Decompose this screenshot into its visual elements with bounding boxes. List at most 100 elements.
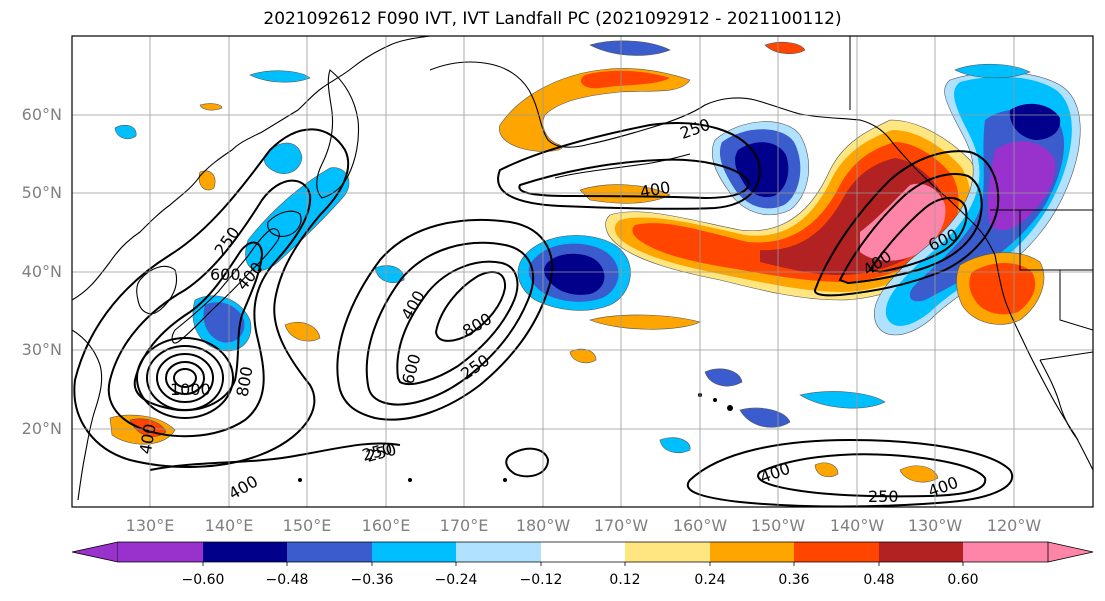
colorbar-tick-label: −0.48	[265, 572, 309, 588]
colorbar-tick-label: 0.48	[863, 572, 895, 588]
shade-alaska-positive	[499, 68, 691, 152]
lon-label-130w: 130°W	[907, 516, 963, 535]
coast-kamchatka	[316, 69, 360, 199]
colorbar-segment	[287, 542, 372, 562]
shade-small-20	[198, 170, 216, 191]
coast-asia-south	[72, 329, 103, 501]
shade-small-6	[284, 321, 321, 342]
contour-plume-600	[868, 197, 968, 274]
contour-south-250-small	[505, 447, 550, 478]
colorbar-segment	[794, 542, 879, 562]
lon-label-180w: 180°W	[515, 516, 571, 535]
colorbar-tick-label: 0.36	[778, 572, 810, 588]
lat-label-60n: 60°N	[21, 105, 62, 124]
colorbar-min-arrow	[71, 541, 119, 563]
island-hawaii-3	[727, 405, 733, 411]
colorbar-segment	[118, 542, 203, 562]
shade-small-12	[814, 462, 839, 477]
colorbar-segment	[625, 542, 710, 562]
contour-south-250	[686, 438, 1013, 507]
shade-bc-negative-navy	[1009, 103, 1061, 140]
contour-typhoon-1200	[156, 353, 214, 403]
lon-label-120w: 120°W	[986, 516, 1042, 535]
colorbar-segment	[963, 542, 1048, 562]
lon-label-140e: 140°E	[204, 516, 254, 535]
shade-small-17	[374, 265, 405, 283]
colorbar-tick-label: 0.12	[609, 572, 641, 588]
shade-small-1	[249, 70, 311, 83]
colorbar-segment	[372, 542, 456, 562]
contour-typhoon-250-outer	[73, 128, 350, 468]
shade-small-10	[704, 368, 743, 387]
contour-label: 250	[868, 487, 899, 506]
coast-hokkaido	[267, 210, 302, 237]
island-speck-3	[298, 478, 302, 482]
coast-baja	[1039, 359, 1079, 441]
contour-label: 600	[210, 265, 241, 284]
shade-small-3	[589, 40, 671, 56]
lon-label-140w: 140°W	[829, 516, 885, 535]
coastlines	[72, 36, 1093, 501]
lat-label-40n: 40°N	[21, 262, 62, 281]
lat-label-50n: 50°N	[21, 183, 62, 202]
figure-title: 2021092612 F090 IVT, IVT Landfall PC (20…	[263, 9, 842, 29]
shade-kamchatka-negative	[263, 142, 303, 174]
lon-label-150e: 150°E	[282, 516, 332, 535]
shade-plume-pink	[860, 183, 946, 261]
border-us-mexico	[1039, 351, 1093, 361]
shade-small-13	[899, 465, 939, 483]
colorbar-tick-label: −0.36	[350, 572, 394, 588]
contour-label: 1000	[170, 380, 211, 399]
lon-label-170w: 170°W	[593, 516, 649, 535]
colorbar-segment	[456, 542, 541, 562]
contour-typhoon-1400	[165, 361, 205, 395]
contour-npac-250	[497, 122, 761, 210]
contour-central-400	[365, 241, 534, 406]
shade-small-14	[659, 437, 691, 453]
shade-alaska-redorange	[580, 70, 670, 89]
colorbar-max-arrow	[1047, 541, 1094, 563]
coast-korea	[136, 265, 178, 315]
border-us-interior-1	[1019, 210, 1093, 271]
shade-small-2	[114, 124, 137, 140]
contour-typhoon-1600	[173, 368, 197, 388]
shade-small-9	[739, 407, 791, 428]
shade-small-18	[569, 348, 597, 364]
shade-small-8	[129, 418, 167, 437]
lat-label-30n: 30°N	[21, 340, 62, 359]
contour-typhoon-400	[107, 179, 312, 438]
colorbar-tick-label: 0.60	[947, 572, 979, 588]
colorbar-tick-label: −0.24	[434, 572, 478, 588]
shade-small-11	[799, 391, 886, 409]
ivt-contours	[73, 122, 1013, 507]
shade-small-19	[199, 103, 223, 111]
gridlines	[72, 36, 1093, 507]
coast-asia-mainland	[72, 36, 431, 301]
colorbar-tick-label: 0.24	[694, 572, 726, 588]
colorbar-segment	[710, 542, 794, 562]
lat-label-20n: 20°N	[21, 419, 62, 438]
contour-central-800	[434, 271, 507, 342]
lon-label-150w: 150°W	[750, 516, 806, 535]
colorbar-tick-label: −0.12	[519, 572, 563, 588]
border-us-interior-2	[1059, 270, 1093, 331]
shade-small-21	[954, 63, 1031, 79]
island-speck-2	[408, 478, 412, 482]
shaded-regions	[109, 40, 1081, 483]
lon-label-130e: 130°E	[125, 516, 175, 535]
lon-label-160e: 160°E	[361, 516, 411, 535]
colorbar-segment	[541, 542, 625, 562]
lon-label-160w: 160°W	[672, 516, 728, 535]
colorbar-tick-label: −0.60	[181, 572, 225, 588]
islands	[298, 393, 733, 482]
contour-sw-250	[149, 442, 401, 471]
contour-central-600	[396, 260, 519, 386]
island-speck-1	[503, 478, 507, 482]
colorbar-segment	[203, 542, 287, 562]
contour-plume-250	[814, 150, 1000, 297]
island-hawaii-2	[713, 398, 717, 402]
coast-alaska-south	[589, 97, 893, 145]
contour-npac-400	[518, 158, 750, 200]
